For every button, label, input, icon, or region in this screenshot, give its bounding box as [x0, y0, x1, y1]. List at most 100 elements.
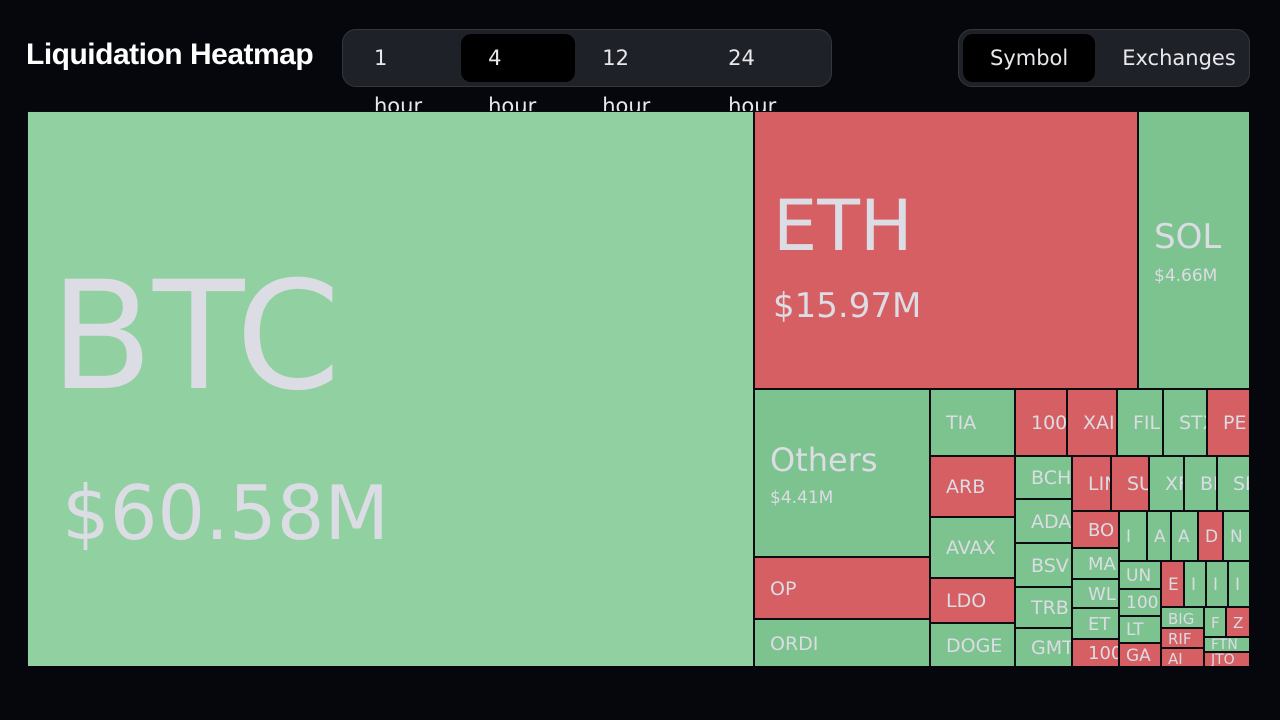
tile-label: 100: [1088, 643, 1119, 665]
tile[interactable]: BCH: [1015, 456, 1072, 499]
page-title: Liquidation Heatmap: [26, 38, 314, 71]
tile[interactable]: GMT: [1015, 628, 1072, 666]
tile-label: TRB: [1031, 597, 1069, 620]
tile[interactable]: BTC $60.58M: [27, 111, 754, 666]
tile[interactable]: I: [1119, 511, 1147, 561]
tile-label: LIN: [1088, 473, 1110, 496]
tile[interactable]: LT: [1119, 616, 1161, 643]
tile-label: XF: [1165, 473, 1183, 496]
view-tab[interactable]: Symbol: [963, 34, 1096, 82]
tile[interactable]: Z: [1226, 607, 1249, 637]
tile-label: LT: [1126, 620, 1144, 641]
tile-label: BTC: [50, 250, 341, 424]
tile-label: BO: [1088, 519, 1115, 541]
tile[interactable]: Others $4.41M: [754, 389, 930, 557]
tile[interactable]: GA: [1119, 643, 1161, 666]
tile-label: I: [1191, 574, 1197, 595]
tile-label: D: [1205, 526, 1219, 547]
tile[interactable]: F: [1204, 607, 1226, 637]
time-tab[interactable]: 4 hour: [461, 34, 576, 118]
tile[interactable]: LDO: [930, 578, 1015, 623]
tile[interactable]: JTO: [1204, 652, 1249, 666]
tile[interactable]: ORDI: [754, 619, 930, 666]
tile-label: STX: [1179, 412, 1206, 435]
tile-label: DOGE: [946, 634, 1003, 657]
time-tab[interactable]: 24 hour: [728, 46, 777, 118]
tile-label: F: [1211, 614, 1220, 632]
tile[interactable]: E: [1161, 561, 1184, 607]
tile-label: SU: [1127, 473, 1148, 496]
tile[interactable]: FIL: [1117, 389, 1163, 456]
tile-label: WL: [1088, 583, 1116, 605]
tile-label: XAI: [1083, 412, 1115, 435]
tile-label: I: [1126, 526, 1132, 547]
tile[interactable]: I: [1206, 561, 1228, 607]
time-tab[interactable]: 12 hour: [602, 46, 651, 118]
tile-label: BSV: [1031, 554, 1069, 577]
tile[interactable]: A: [1147, 511, 1171, 561]
tile[interactable]: DOGE: [930, 623, 1015, 666]
tile[interactable]: UN: [1119, 561, 1161, 589]
view-tab[interactable]: Exchanges: [1122, 46, 1236, 70]
tile-label: UN: [1126, 565, 1152, 586]
tile[interactable]: XAI: [1067, 389, 1117, 456]
tile[interactable]: FTN: [1204, 637, 1249, 652]
tile[interactable]: 100: [1119, 589, 1161, 616]
tile-label: I: [1235, 574, 1241, 595]
tile[interactable]: 1000: [1015, 389, 1067, 456]
tile-label: TIA: [946, 412, 977, 435]
tile[interactable]: LIN: [1072, 456, 1111, 511]
tile-label: BI: [1200, 473, 1217, 496]
tile-value: $60.58M: [62, 469, 390, 557]
tile[interactable]: SOL $4.66M: [1138, 111, 1249, 389]
tile-label: ARB: [946, 476, 986, 499]
tile[interactable]: I: [1228, 561, 1249, 607]
tile[interactable]: 100: [1072, 639, 1119, 666]
tile-label: JTO: [1211, 652, 1235, 666]
tile[interactable]: SE: [1217, 456, 1249, 511]
tile[interactable]: OP: [754, 557, 930, 619]
tile[interactable]: PE: [1207, 389, 1249, 456]
tile-label: A: [1154, 526, 1166, 547]
tile-label: ETH: [773, 185, 913, 267]
tile[interactable]: N: [1223, 511, 1249, 561]
tile-label: FIL: [1133, 412, 1161, 435]
view-tabs: Symbol Exchanges: [958, 29, 1250, 87]
tile[interactable]: BSV: [1015, 543, 1072, 587]
tile[interactable]: BO: [1072, 511, 1119, 548]
tile-label: MA: [1088, 553, 1116, 575]
tile-label: SOL: [1154, 216, 1222, 257]
tile-value: $4.66M: [1154, 265, 1218, 286]
tile[interactable]: D: [1198, 511, 1223, 561]
tile[interactable]: TRB: [1015, 587, 1072, 628]
time-tab[interactable]: 1 hour: [374, 46, 423, 118]
tile[interactable]: AVAX: [930, 517, 1015, 578]
tile-label: Others: [770, 440, 878, 479]
tile[interactable]: XF: [1149, 456, 1184, 511]
tile[interactable]: ADA: [1015, 499, 1072, 543]
tile[interactable]: ET: [1072, 608, 1119, 639]
tile-label: OP: [770, 577, 797, 600]
tile-label: RIF: [1168, 630, 1192, 648]
tile-label: Z: [1233, 614, 1244, 632]
tile[interactable]: RIF: [1161, 628, 1204, 648]
tile[interactable]: I: [1184, 561, 1206, 607]
tile[interactable]: A: [1171, 511, 1198, 561]
tile-label: ORDI: [770, 632, 819, 655]
tile-label: LDO: [946, 590, 987, 613]
tile[interactable]: ETH $15.97M: [754, 111, 1138, 389]
tile-label: ET: [1088, 613, 1111, 635]
tile[interactable]: BIG: [1161, 607, 1204, 628]
tile[interactable]: SU: [1111, 456, 1149, 511]
tile[interactable]: ARB: [930, 456, 1015, 517]
tile[interactable]: STX: [1163, 389, 1207, 456]
tile[interactable]: BI: [1184, 456, 1217, 511]
tile[interactable]: MA: [1072, 548, 1119, 579]
tile[interactable]: TIA: [930, 389, 1015, 456]
tile[interactable]: WL: [1072, 579, 1119, 608]
tile[interactable]: AI: [1161, 648, 1204, 666]
time-tabs: 1 hour 4 hour 12 hour 24 hour: [342, 29, 832, 118]
tile-label: E: [1168, 574, 1179, 595]
tile-label: ADA: [1031, 510, 1072, 533]
